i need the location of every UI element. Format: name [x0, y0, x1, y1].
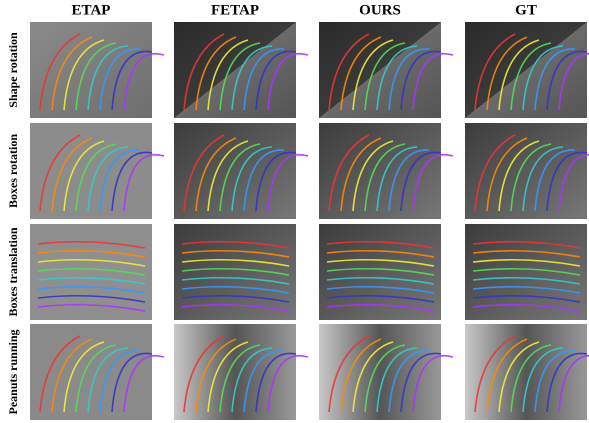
row-label: Peanuts running: [6, 329, 20, 414]
row-label: Boxes rotation: [6, 134, 20, 208]
column-header: FETAP: [211, 2, 259, 18]
column-header: OURS: [359, 2, 401, 18]
row-label: Boxes translation: [6, 227, 20, 316]
row-label: Shape rotation: [6, 32, 20, 108]
column-header: GT: [515, 2, 537, 18]
column-header: ETAP: [72, 2, 111, 18]
figure: ETAP FETAP OURS GT Shape rotation Boxes rotat…: [0, 0, 589, 423]
